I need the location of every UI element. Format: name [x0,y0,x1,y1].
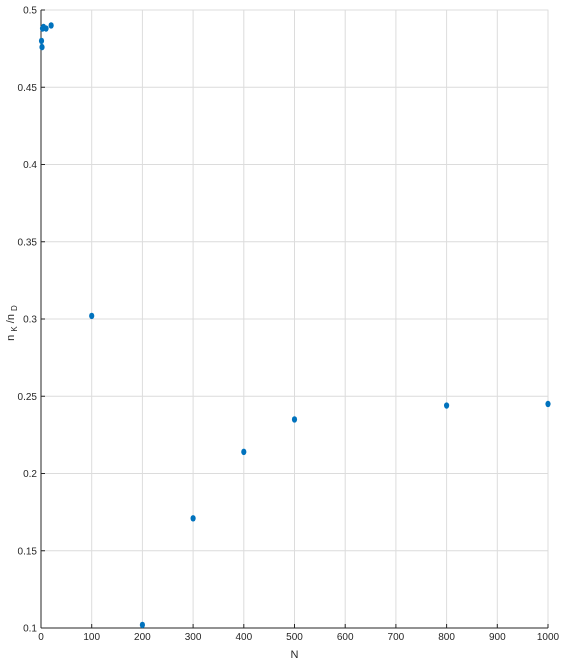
x-tick-label: 0 [38,632,44,643]
y-axis-label-main: n [5,335,17,341]
data-point [39,43,45,51]
y-axis-label: n K /n D [5,305,20,341]
data-point [48,22,54,29]
y-tick-label: 0.25 [18,392,38,403]
y-tick-label: 0.5 [23,6,37,17]
data-points [38,22,551,629]
y-tick-label: 0.2 [23,469,37,480]
y-tick-label: 0.35 [18,237,38,248]
x-tick-label: 200 [134,632,151,643]
x-tick-label: 100 [83,632,100,643]
data-point [38,37,45,45]
data-point [444,402,450,409]
y-tick-label: 0.1 [23,624,37,635]
x-tick-label: 900 [489,632,506,643]
x-tick-label: 800 [438,632,455,643]
y-tick-label: 0.45 [18,83,38,94]
data-point [43,25,49,32]
y-axis-label-separator: /n [5,314,17,323]
data-point [139,621,145,629]
x-tick-label: 400 [235,632,252,643]
data-point [241,448,247,456]
y-tick-label: 0.15 [18,546,38,557]
y-tick-label: 0.3 [23,315,37,326]
x-axis-label: N [291,649,299,661]
data-point [291,416,298,423]
y-axis-label-sub-d: D [10,305,19,311]
y-tick-label: 0.4 [23,160,37,171]
x-tick-label: 300 [185,632,202,643]
data-point [89,312,95,320]
y-ticks: 0.1 0.15 0.2 0.25 0.3 0.35 0.4 0.45 0.5 [18,6,45,635]
grid [40,9,549,629]
x-tick-label: 600 [337,632,354,643]
x-tick-label: 1000 [537,632,560,643]
data-point [190,515,196,522]
y-axis-label-sub-k: K [10,326,19,332]
x-ticks: 0 100 200 300 400 500 600 700 800 900 1000 [38,624,560,643]
data-point [545,400,551,408]
x-tick-label: 700 [388,632,405,643]
x-tick-label: 500 [286,632,303,643]
